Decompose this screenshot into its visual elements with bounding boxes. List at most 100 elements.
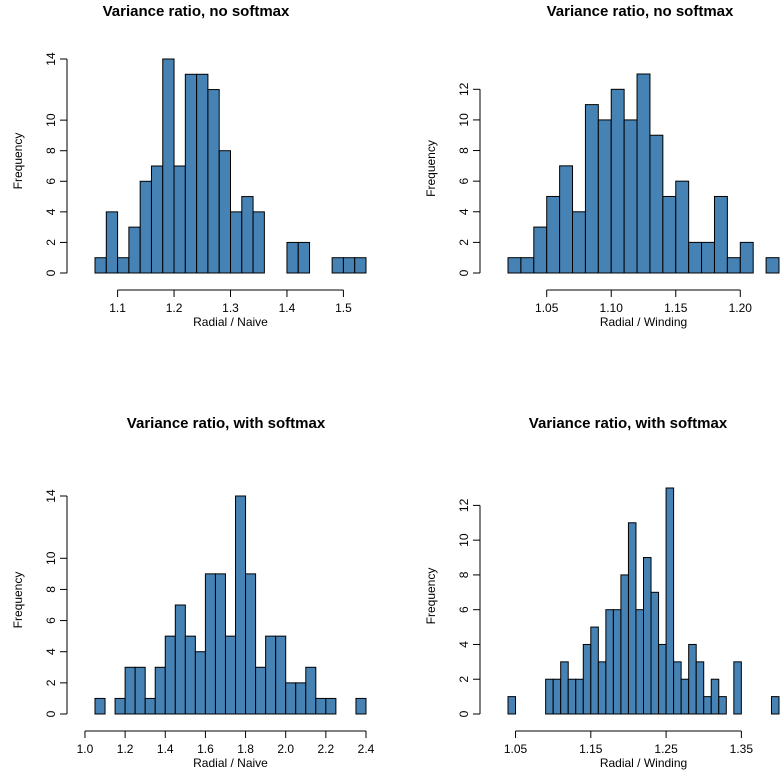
histogram-bar: [235, 495, 247, 715]
x-tick-label: 1.2: [166, 301, 183, 315]
y-axis-label: Frequency: [11, 572, 25, 629]
histogram-bar: [354, 257, 367, 274]
y-tick-label: 10: [44, 551, 58, 565]
chart-panel-3: Variance ratio, with softmax 0 2 4 6 8 10 14 1.0…: [11, 415, 375, 770]
histogram-bar: [713, 195, 728, 274]
histogram-bar: [128, 226, 141, 274]
y-tick-label: 14: [44, 489, 58, 503]
histogram-bar: [507, 696, 517, 715]
y-tick-label: 8: [44, 147, 58, 154]
y-tick-label: 8: [457, 147, 471, 154]
x-axis-label: Radial / Winding: [600, 315, 687, 329]
x-tick-label: 1.4: [279, 301, 296, 315]
histogram-bar: [255, 666, 267, 715]
histogram-bar: [297, 241, 311, 274]
histogram-bar: [230, 211, 243, 274]
y-tick-label: 0: [44, 269, 58, 276]
histogram-bar: [207, 89, 220, 274]
x-tick-label: 1.35: [730, 742, 754, 756]
histogram-bar: [139, 180, 152, 274]
histogram-bar: [636, 73, 651, 274]
histogram-bar: [184, 73, 198, 274]
x-tick-label: 1.05: [504, 742, 528, 756]
x-axis-label: Radial / Naive: [193, 756, 268, 770]
histogram-bar: [173, 165, 186, 274]
histogram-bar: [597, 661, 607, 715]
histogram-bar: [154, 666, 166, 715]
y-tick-label: 2: [457, 239, 471, 246]
histogram-bar: [224, 635, 237, 715]
y-tick-label: 8: [44, 586, 58, 593]
histogram-bar: [285, 682, 297, 715]
histogram-bar: [582, 643, 592, 715]
histogram-bar: [597, 119, 612, 274]
chart-panel-4: Variance ratio, with softmax 0 2 4 6 8 10 12 1.0…: [424, 415, 780, 770]
histogram-bar: [252, 211, 265, 274]
x-tick-label: 2.2: [318, 742, 335, 756]
histogram-bar: [520, 257, 535, 274]
histogram-bar: [124, 666, 136, 715]
histogram-bar: [765, 257, 780, 274]
histogram-bar: [567, 678, 577, 715]
histogram-bar: [739, 241, 754, 274]
histogram-bar: [623, 119, 638, 274]
histogram-bar: [688, 241, 703, 274]
y-axis-label: Frequency: [11, 133, 25, 190]
histogram-bar: [214, 573, 226, 715]
histogram-bar: [675, 180, 690, 274]
chart-title: Variance ratio, with softmax: [529, 415, 728, 432]
histogram-bar: [245, 573, 257, 715]
x-tick-label: 1.25: [654, 742, 678, 756]
x-tick-label: 1.2: [117, 742, 134, 756]
y-axis-label: Frequency: [424, 568, 438, 625]
histogram-bar: [610, 88, 625, 274]
histogram-bar: [680, 678, 690, 715]
histogram-bar: [342, 257, 356, 274]
histogram-bar: [305, 666, 317, 715]
histogram-bar: [701, 241, 715, 274]
histogram-bar: [695, 661, 705, 715]
y-tick-label: 4: [457, 208, 471, 215]
y-tick-label: 6: [44, 617, 58, 624]
y-tick-label: 0: [457, 710, 471, 717]
histogram-bar: [688, 643, 697, 715]
histogram-bar: [315, 697, 327, 715]
histogram-bar: [635, 609, 644, 715]
histogram-bar: [546, 195, 561, 274]
histogram-bar: [286, 241, 299, 274]
y-tick-label: 10: [457, 113, 471, 127]
x-tick-label: 2.0: [277, 742, 294, 756]
histogram-bar: [673, 661, 682, 715]
histogram-bar: [572, 211, 586, 274]
chart-panel-1: Variance ratio, no softmax 0 2 4 6 8 10 14 1.1 1.…: [11, 3, 367, 329]
histogram-bar: [150, 165, 164, 274]
y-tick-label: 10: [44, 113, 58, 127]
histogram-bar: [105, 211, 119, 274]
x-tick-label: 1.15: [664, 301, 688, 315]
histogram-bar: [605, 609, 614, 715]
histogram-bar: [194, 651, 206, 715]
x-tick-label: 2.4: [358, 742, 375, 756]
y-tick-label: 12: [457, 82, 471, 96]
histogram-bar: [658, 643, 667, 715]
histogram-bar: [241, 196, 254, 274]
histogram-bar: [295, 682, 307, 715]
histogram-bar: [718, 696, 727, 715]
histogram-bar: [275, 635, 287, 715]
y-tick-label: 2: [44, 679, 58, 686]
histogram-bar: [703, 696, 712, 715]
chart-title: Variance ratio, no softmax: [547, 3, 734, 20]
y-tick-label: 10: [457, 533, 471, 547]
histogram-bar: [584, 104, 599, 274]
histogram-bar: [650, 591, 660, 715]
histogram-bar: [612, 609, 622, 715]
x-tick-label: 1.0: [77, 742, 94, 756]
histogram-bar: [134, 666, 146, 715]
histogram-bar: [662, 195, 677, 274]
histogram-bar: [726, 257, 741, 274]
histogram-bar: [559, 165, 574, 274]
histogram-bar: [533, 226, 548, 274]
y-tick-label: 6: [44, 178, 58, 185]
histogram-bar: [114, 697, 126, 715]
chart-title: Variance ratio, no softmax: [103, 3, 290, 20]
